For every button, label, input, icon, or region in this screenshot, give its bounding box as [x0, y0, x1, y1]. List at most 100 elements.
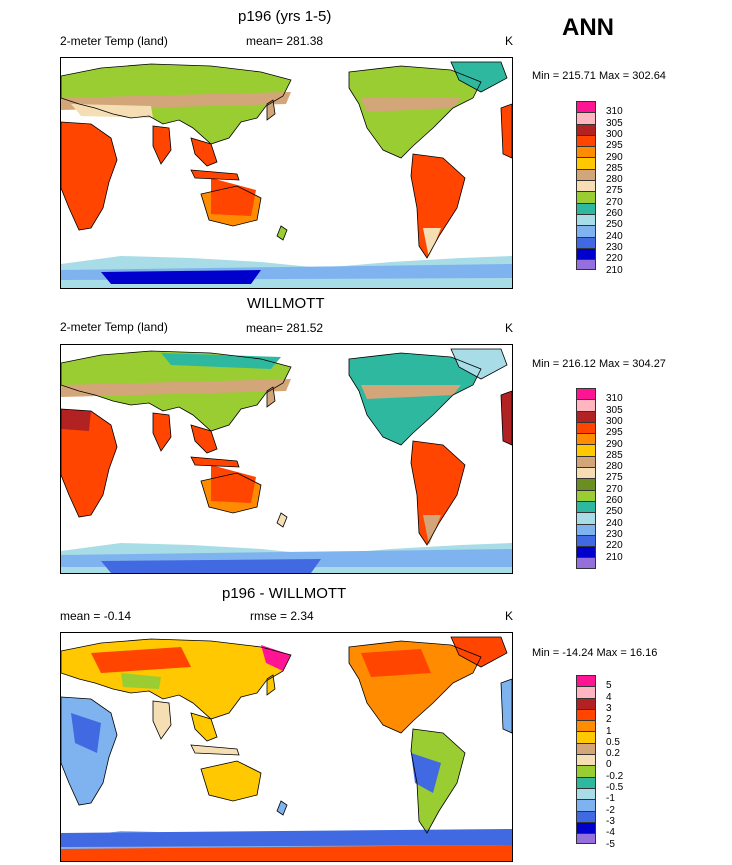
- colorbar-swatch: [576, 202, 596, 214]
- panel-mean-label: mean = -0.14: [60, 609, 132, 623]
- colorbar-level-label: -2: [606, 804, 615, 816]
- colorbar-level-label: 220: [606, 253, 623, 265]
- coastline-seasia: [190, 712, 218, 742]
- coastline-samerica: [410, 153, 466, 259]
- colorbar-swatch: [576, 247, 596, 260]
- panel-rmse-label: rmse = 2.34: [250, 609, 314, 623]
- temperature-band: [101, 559, 321, 573]
- colorbar-level-label: 210: [606, 264, 623, 276]
- colorbar-swatch: [576, 236, 596, 248]
- colorbar-level-label: 210: [606, 551, 623, 563]
- map-canvas: [61, 636, 512, 861]
- coastline-greenland: [450, 348, 508, 380]
- land-region-seasia: [191, 713, 217, 741]
- obs-temperature-map: [60, 344, 513, 574]
- coastline-india: [152, 700, 172, 740]
- colorbar-level-label: -0.5: [606, 782, 624, 793]
- colorbar-level-label: 240: [606, 230, 623, 242]
- temperature-band: [121, 673, 161, 689]
- colorbar-swatch: [576, 168, 596, 181]
- colorbar-level-label: -4: [606, 827, 615, 839]
- colorbar-level-label: 290: [606, 151, 623, 163]
- colorbar-swatch: [576, 686, 596, 698]
- colorbar-swatch: [576, 467, 596, 479]
- colorbar-swatch: [576, 134, 596, 147]
- temperature-band: [161, 353, 281, 369]
- colorbar-level-label: 5: [606, 680, 612, 692]
- land-region-namerica: [349, 353, 481, 445]
- colorbar-level-label: 300: [606, 128, 623, 140]
- land-region-india: [153, 413, 171, 451]
- colorbar-level-label: 280: [606, 174, 623, 186]
- land-region-indonesia: [191, 170, 239, 180]
- land-region-indonesia: [191, 745, 239, 755]
- colorbar-swatch: [576, 421, 596, 434]
- land-region-namerica: [349, 66, 481, 158]
- colorbar-swatch: [576, 731, 596, 743]
- colorbar-swatch: [576, 720, 596, 732]
- coastline-samerica: [410, 728, 466, 834]
- land-fill: [61, 62, 512, 288]
- colorbar-swatch: [576, 101, 596, 113]
- colorbar-swatch: [576, 675, 596, 687]
- coastline-indonesia: [190, 456, 240, 468]
- panel-minmax-label: Min = -14.24 Max = 16.16: [532, 647, 658, 659]
- panel-units-label: K: [505, 34, 514, 48]
- colorbar-level-label: 240: [606, 517, 623, 529]
- temperature-band: [423, 228, 441, 258]
- panel-minmax-label: Min = 216.12 Max = 304.27: [532, 358, 666, 370]
- panel-variable-label: 2-meter Temp (land): [60, 320, 168, 334]
- temperature-band: [361, 649, 431, 677]
- colorbar-swatch: [576, 787, 596, 800]
- coastline-nz: [276, 512, 288, 528]
- coastline-namerica: [348, 640, 482, 734]
- temperature-band: [261, 645, 291, 671]
- temperature-band: [71, 104, 153, 118]
- colorbar-level-label: -1: [606, 793, 615, 805]
- colorbar-level-label: 305: [606, 117, 623, 129]
- land-region-africa: [61, 122, 117, 230]
- land-region-nz: [277, 513, 287, 527]
- land-region-india: [153, 126, 171, 164]
- land-region-indonesia: [191, 457, 239, 467]
- temperature-band: [411, 753, 441, 793]
- colorbar-level-label: 3: [606, 702, 612, 714]
- land-region-greenland: [451, 349, 507, 379]
- colorbar-level-label: 285: [606, 162, 623, 174]
- panel-variable-label: 2-meter Temp (land): [60, 34, 168, 48]
- temperature-band: [211, 465, 256, 503]
- land-region-nz: [277, 226, 287, 240]
- colorbar-level-label: 285: [606, 449, 623, 461]
- colorbar-level-label: 0.5: [606, 736, 620, 748]
- panel-mean-label: mean= 281.38: [246, 34, 324, 48]
- colorbar-level-label: 220: [606, 540, 623, 552]
- colorbar-swatch: [576, 523, 596, 535]
- colorbar-swatch: [576, 399, 596, 411]
- coastline-japan: [266, 99, 276, 121]
- colorbar-swatch: [576, 225, 596, 237]
- colorbar-swatch: [576, 123, 596, 135]
- colorbar-swatch: [576, 213, 596, 226]
- map-canvas: [61, 348, 512, 573]
- land-fill: [61, 349, 512, 573]
- panel-title: p196 - WILLMOTT: [222, 585, 347, 602]
- colorbar-level-label: 280: [606, 461, 623, 473]
- colorbar-swatch: [576, 433, 596, 445]
- colorbar-swatch: [576, 799, 596, 811]
- coastlines: [61, 636, 512, 834]
- land-region-greenland: [451, 637, 507, 667]
- colorbar: [576, 675, 596, 845]
- panel-title: WILLMOTT: [247, 295, 325, 312]
- colorbar-swatch: [576, 697, 596, 709]
- colorbar-swatch: [576, 534, 596, 547]
- colorbar-swatch: [576, 754, 596, 766]
- colorbar-swatch: [576, 776, 596, 788]
- land-region-nz: [277, 801, 287, 815]
- coastline-nz: [276, 800, 288, 816]
- colorbar-level-label: 2: [606, 714, 612, 726]
- season-label: ANN: [562, 14, 614, 41]
- temperature-band: [91, 647, 191, 673]
- coastline-australia: [200, 472, 262, 514]
- colorbar-level-label: 305: [606, 404, 623, 416]
- temperature-band: [423, 515, 441, 545]
